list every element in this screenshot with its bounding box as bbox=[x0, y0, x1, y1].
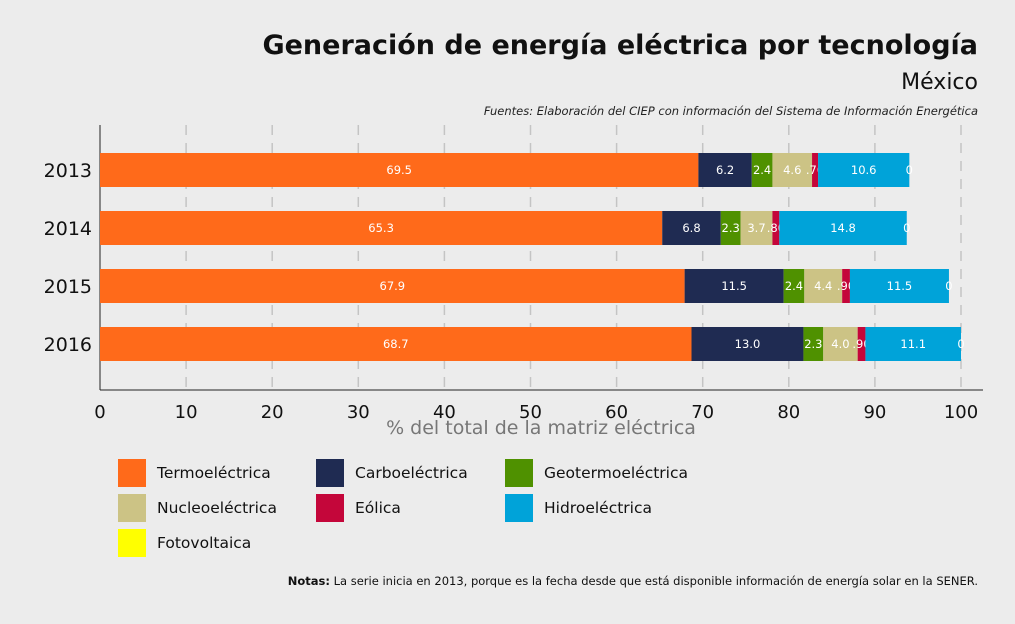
chart-title: Generación de energía eléctrica por tecn… bbox=[262, 30, 978, 61]
x-tick-label: 0 bbox=[94, 402, 105, 423]
bar-segment bbox=[100, 153, 699, 187]
legend-swatch bbox=[118, 529, 146, 557]
data-label: 11.5 bbox=[887, 279, 913, 293]
legend-swatch bbox=[505, 494, 533, 522]
data-label: 69.5 bbox=[386, 163, 412, 177]
bar-segment bbox=[823, 327, 858, 361]
x-axis-label: % del total de la matriz eléctrica bbox=[386, 417, 696, 439]
bar-segment bbox=[842, 269, 850, 303]
data-label: 4.6 bbox=[783, 163, 801, 177]
legend-item: Fotovoltaica bbox=[118, 529, 251, 557]
data-label: 0 bbox=[906, 163, 913, 177]
data-label: 4.4 bbox=[814, 279, 832, 293]
legend-label: Hidroeléctrica bbox=[544, 499, 652, 517]
bar-segment bbox=[100, 327, 692, 361]
x-tick-label: 30 bbox=[347, 402, 370, 423]
bar-segment bbox=[662, 211, 721, 245]
data-label: 68.7 bbox=[383, 337, 409, 351]
x-tick-label: 70 bbox=[691, 402, 714, 423]
bar-segment bbox=[772, 153, 813, 187]
legend-label: Geotermoeléctrica bbox=[544, 464, 689, 482]
bar-segment bbox=[865, 327, 961, 361]
data-label: 2.4 bbox=[785, 279, 803, 293]
legend-label: Carboeléctrica bbox=[355, 464, 468, 482]
x-tick-label: 80 bbox=[777, 402, 800, 423]
legend-item: Termoeléctrica bbox=[118, 459, 271, 487]
x-tick-label: 100 bbox=[944, 402, 978, 423]
legend-label: Termoeléctrica bbox=[157, 464, 271, 482]
data-label: 2.3 bbox=[804, 337, 822, 351]
data-label: 11.1 bbox=[900, 337, 926, 351]
bar-segment bbox=[100, 269, 685, 303]
bar-segment bbox=[720, 211, 741, 245]
bar-segment bbox=[684, 269, 784, 303]
data-label: 67.9 bbox=[380, 279, 406, 293]
chart-subtitle: México bbox=[901, 70, 978, 95]
bar-segment bbox=[779, 211, 907, 245]
bar-segment bbox=[751, 153, 773, 187]
data-label: 65.3 bbox=[368, 221, 394, 235]
x-tick-label: 60 bbox=[605, 402, 628, 423]
legend-label: Nucleoeléctrica bbox=[157, 499, 277, 517]
footnote: Notas: La serie inicia en 2013, porque e… bbox=[288, 574, 978, 588]
data-label: 4.0 bbox=[831, 337, 849, 351]
data-label: 2.4 bbox=[753, 163, 771, 177]
legend-swatch bbox=[316, 494, 344, 522]
x-tick-label: 50 bbox=[519, 402, 542, 423]
y-tick-label: 2015 bbox=[44, 276, 92, 298]
chart-source: Fuentes: Elaboración del CIEP con inform… bbox=[483, 104, 978, 118]
bar-segment bbox=[783, 269, 805, 303]
legend-label: Fotovoltaica bbox=[157, 534, 252, 552]
data-label: 13.0 bbox=[735, 337, 761, 351]
x-tick-label: 10 bbox=[175, 402, 198, 423]
y-tick-label: 2014 bbox=[44, 218, 92, 240]
note-text: La serie inicia en 2013, porque es la fe… bbox=[329, 574, 978, 588]
legend-swatch bbox=[118, 459, 146, 487]
y-tick-label: 2013 bbox=[44, 160, 92, 182]
bar-segment bbox=[698, 153, 752, 187]
data-label: 6.8 bbox=[682, 221, 700, 235]
data-label: 0 bbox=[957, 337, 964, 351]
legend-item: Nucleoeléctrica bbox=[118, 494, 277, 522]
bar-segment bbox=[772, 211, 780, 245]
data-label: 0 bbox=[945, 279, 952, 293]
legend-item: Hidroeléctrica bbox=[505, 494, 652, 522]
data-label: 6.2 bbox=[716, 163, 734, 177]
x-tick-label: 20 bbox=[261, 402, 284, 423]
data-label: 10.6 bbox=[851, 163, 877, 177]
bar-segment bbox=[740, 211, 773, 245]
legend-item: Eólica bbox=[316, 494, 401, 522]
bar-segment bbox=[803, 327, 824, 361]
legend-swatch bbox=[118, 494, 146, 522]
bar-segment bbox=[857, 327, 866, 361]
y-tick-label: 2016 bbox=[44, 334, 92, 356]
bar-segment bbox=[818, 153, 910, 187]
legend-label: Eólica bbox=[355, 499, 401, 517]
bar-segment bbox=[849, 269, 949, 303]
data-label: 2.3 bbox=[722, 221, 740, 235]
data-label: 0 bbox=[903, 221, 910, 235]
legend-item: Carboeléctrica bbox=[316, 459, 468, 487]
legend-item: Geotermoeléctrica bbox=[505, 459, 688, 487]
bar-segment bbox=[804, 269, 843, 303]
x-tick-label: 90 bbox=[863, 402, 886, 423]
data-label: 14.8 bbox=[830, 221, 856, 235]
data-label: 11.5 bbox=[721, 279, 747, 293]
bar-segment bbox=[100, 211, 663, 245]
legend-swatch bbox=[316, 459, 344, 487]
note-label: Notas: bbox=[287, 574, 330, 588]
legend-swatch bbox=[505, 459, 533, 487]
x-tick-label: 40 bbox=[433, 402, 456, 423]
data-label: 3.7 bbox=[747, 221, 765, 235]
bar-segment bbox=[812, 153, 819, 187]
bar-segment bbox=[691, 327, 804, 361]
